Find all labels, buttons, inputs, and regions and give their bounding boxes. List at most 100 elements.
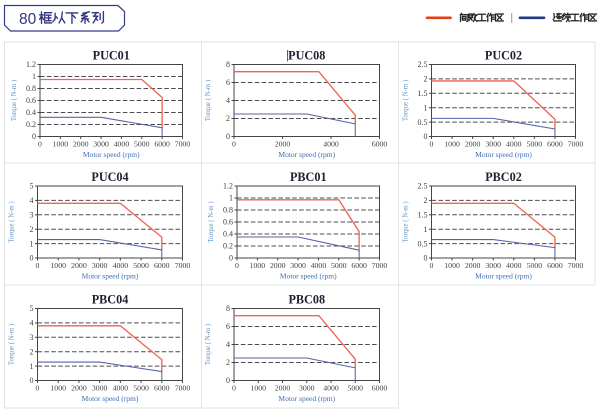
svg-text:4000: 4000 <box>113 384 129 393</box>
svg-text:2: 2 <box>226 114 230 123</box>
svg-text:0: 0 <box>424 254 428 263</box>
svg-text:1000: 1000 <box>250 384 266 393</box>
svg-text:2000: 2000 <box>465 140 481 149</box>
svg-text:2000: 2000 <box>275 140 291 149</box>
svg-text:1000: 1000 <box>250 261 266 270</box>
svg-text:0: 0 <box>32 132 36 141</box>
svg-text:0: 0 <box>232 140 236 149</box>
svg-text:0: 0 <box>38 140 42 149</box>
svg-text:2.5: 2.5 <box>418 60 428 69</box>
svg-text:0.8: 0.8 <box>223 206 233 215</box>
svg-text:7000: 7000 <box>372 261 388 270</box>
svg-text:4000: 4000 <box>506 140 522 149</box>
svg-text:5: 5 <box>30 304 34 313</box>
svg-text:4: 4 <box>30 319 34 328</box>
svg-text:1000: 1000 <box>444 261 460 270</box>
svg-text:2: 2 <box>30 347 34 356</box>
svg-text:0.2: 0.2 <box>26 120 36 129</box>
svg-text:6: 6 <box>226 78 230 87</box>
svg-text:3000: 3000 <box>485 140 501 149</box>
svg-text:80: 80 <box>19 11 37 28</box>
svg-text:1: 1 <box>32 72 36 81</box>
svg-text:Torque ( N-m ): Torque ( N-m ) <box>205 324 212 365</box>
svg-text:5000: 5000 <box>527 261 543 270</box>
svg-text:Motor speed (rpm): Motor speed (rpm) <box>475 272 532 281</box>
svg-text:6000: 6000 <box>154 140 170 149</box>
svg-text:1: 1 <box>30 362 34 371</box>
svg-text:0: 0 <box>30 254 34 263</box>
svg-text:1000: 1000 <box>53 140 69 149</box>
svg-text:3: 3 <box>30 211 34 220</box>
svg-text:2: 2 <box>226 358 230 367</box>
svg-text:0.8: 0.8 <box>26 84 36 93</box>
svg-text:8: 8 <box>226 304 230 313</box>
svg-text:1: 1 <box>229 194 233 203</box>
svg-text:Torque ( N-m ): Torque ( N-m ) <box>403 201 410 242</box>
svg-text:0: 0 <box>424 132 428 141</box>
svg-text:3000: 3000 <box>299 384 315 393</box>
svg-text:3: 3 <box>30 333 34 342</box>
svg-text:0.5: 0.5 <box>418 239 428 248</box>
svg-text:0: 0 <box>229 254 233 263</box>
svg-text:5000: 5000 <box>134 140 150 149</box>
svg-text:Motor speed (rpm): Motor speed (rpm) <box>278 394 335 403</box>
svg-text:4000: 4000 <box>114 140 130 149</box>
svg-text:6000: 6000 <box>372 384 388 393</box>
svg-text:5000: 5000 <box>133 261 149 270</box>
svg-text:4000: 4000 <box>323 384 339 393</box>
svg-text:6: 6 <box>226 322 230 331</box>
svg-text:0: 0 <box>36 384 40 393</box>
svg-text:4000: 4000 <box>506 261 522 270</box>
svg-text:0.4: 0.4 <box>26 108 36 117</box>
svg-text:4: 4 <box>30 196 34 205</box>
svg-text:7000: 7000 <box>568 261 584 270</box>
svg-text:PUC04: PUC04 <box>91 170 128 184</box>
svg-text:5: 5 <box>30 182 34 191</box>
svg-text:PUC02: PUC02 <box>485 49 522 63</box>
svg-text:Motor speed (rpm): Motor speed (rpm) <box>278 150 335 159</box>
svg-text:3000: 3000 <box>290 261 306 270</box>
svg-text:Torque ( N-m ): Torque ( N-m ) <box>403 80 410 121</box>
svg-text:6000: 6000 <box>351 261 367 270</box>
svg-text:Torque ( N-m ): Torque ( N-m ) <box>9 201 16 242</box>
svg-text:6000: 6000 <box>154 384 170 393</box>
svg-text:Motor speed (rpm): Motor speed (rpm) <box>475 150 532 159</box>
svg-text:5000: 5000 <box>133 384 149 393</box>
svg-text:Torque ( N-m ): Torque ( N-m ) <box>208 201 215 242</box>
svg-text:0.6: 0.6 <box>223 218 233 227</box>
svg-text:Motor speed (rpm): Motor speed (rpm) <box>280 272 337 281</box>
svg-text:Motor speed (rpm): Motor speed (rpm) <box>82 394 139 403</box>
svg-text:Torque ( N-m ): Torque ( N-m ) <box>205 80 212 121</box>
svg-text:1.5: 1.5 <box>418 211 428 220</box>
svg-text:2000: 2000 <box>71 261 87 270</box>
svg-text:6000: 6000 <box>154 261 170 270</box>
svg-text:PBC02: PBC02 <box>485 170 522 184</box>
svg-text:3000: 3000 <box>485 261 501 270</box>
svg-text:1: 1 <box>424 225 428 234</box>
svg-text:5000: 5000 <box>347 384 363 393</box>
svg-text:1000: 1000 <box>50 261 66 270</box>
svg-text:0.2: 0.2 <box>223 242 233 251</box>
svg-text:7000: 7000 <box>568 140 584 149</box>
svg-text:4000: 4000 <box>323 140 339 149</box>
svg-text:3000: 3000 <box>92 384 108 393</box>
svg-text:2000: 2000 <box>275 384 291 393</box>
svg-text:1.2: 1.2 <box>223 182 233 191</box>
svg-text:2000: 2000 <box>270 261 286 270</box>
svg-text:0: 0 <box>226 132 230 141</box>
svg-text:7000: 7000 <box>175 384 191 393</box>
svg-text:4000: 4000 <box>113 261 129 270</box>
svg-text:PBC01: PBC01 <box>290 170 327 184</box>
svg-text:PUC01: PUC01 <box>93 49 130 63</box>
svg-text:1: 1 <box>30 239 34 248</box>
svg-text:5000: 5000 <box>331 261 347 270</box>
svg-text:0: 0 <box>235 261 239 270</box>
svg-text:8: 8 <box>226 60 230 69</box>
svg-text:2000: 2000 <box>73 140 89 149</box>
svg-text:0: 0 <box>232 384 236 393</box>
svg-text:Motor speed (rpm): Motor speed (rpm) <box>83 150 140 159</box>
svg-text:4: 4 <box>226 340 230 349</box>
svg-text:3000: 3000 <box>93 140 109 149</box>
svg-text:1: 1 <box>424 103 428 112</box>
svg-text:0.6: 0.6 <box>26 96 36 105</box>
